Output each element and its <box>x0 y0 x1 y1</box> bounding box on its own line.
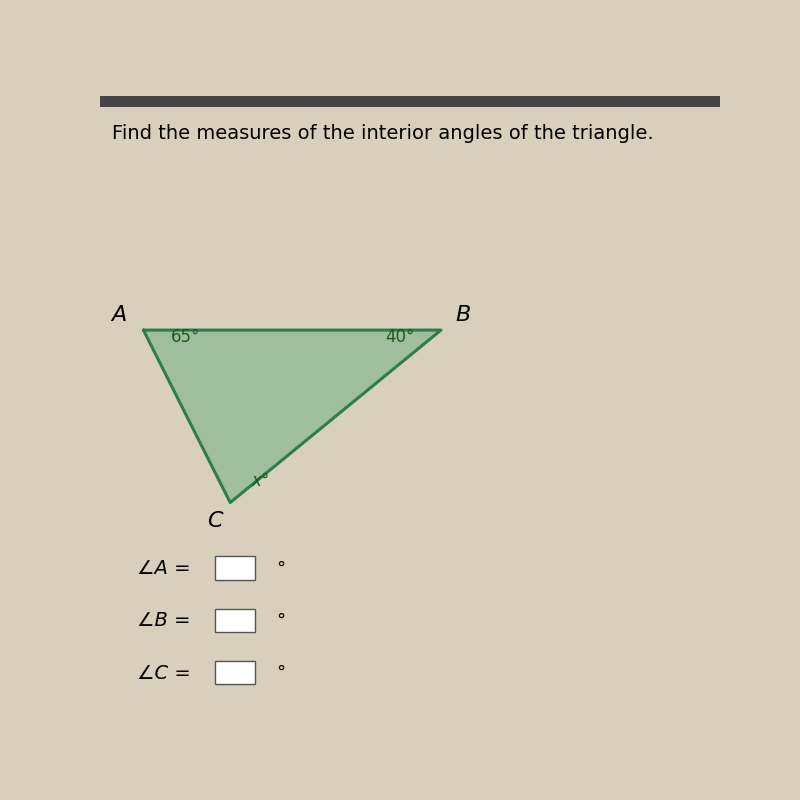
Text: x°: x° <box>252 472 270 490</box>
Text: ∠B =: ∠B = <box>138 611 190 630</box>
Text: °: ° <box>277 664 286 682</box>
Text: °: ° <box>277 559 286 578</box>
Text: 40°: 40° <box>386 329 414 346</box>
Bar <box>100 96 720 107</box>
Text: B: B <box>455 305 470 325</box>
Text: A: A <box>111 305 126 325</box>
Text: C: C <box>207 511 222 531</box>
Text: Find the measures of the interior angles of the triangle.: Find the measures of the interior angles… <box>112 124 654 142</box>
Bar <box>214 661 255 684</box>
Text: 65°: 65° <box>171 329 201 346</box>
Text: ∠C =: ∠C = <box>138 664 191 682</box>
Bar <box>214 609 255 632</box>
Polygon shape <box>143 330 441 502</box>
Bar <box>214 556 255 579</box>
Text: °: ° <box>277 612 286 630</box>
Text: ∠A =: ∠A = <box>138 559 190 578</box>
